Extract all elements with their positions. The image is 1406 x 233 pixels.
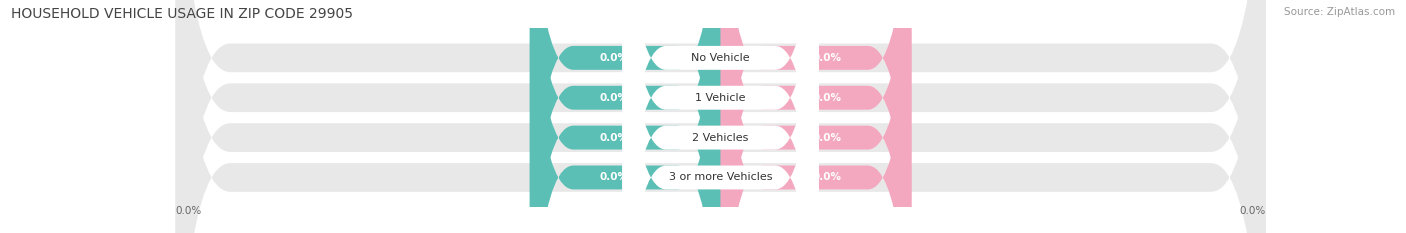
FancyBboxPatch shape bbox=[721, 0, 911, 233]
FancyBboxPatch shape bbox=[623, 0, 818, 233]
Text: 1 Vehicle: 1 Vehicle bbox=[696, 93, 745, 103]
Text: 3 or more Vehicles: 3 or more Vehicles bbox=[669, 172, 772, 182]
FancyBboxPatch shape bbox=[623, 0, 818, 233]
Text: 0.0%: 0.0% bbox=[1239, 206, 1265, 216]
FancyBboxPatch shape bbox=[530, 0, 721, 233]
FancyBboxPatch shape bbox=[176, 0, 1265, 233]
Text: 0.0%: 0.0% bbox=[813, 133, 841, 143]
Text: 0.0%: 0.0% bbox=[600, 53, 628, 63]
FancyBboxPatch shape bbox=[530, 0, 721, 233]
Text: 0.0%: 0.0% bbox=[600, 133, 628, 143]
FancyBboxPatch shape bbox=[721, 0, 911, 233]
FancyBboxPatch shape bbox=[176, 0, 1265, 233]
FancyBboxPatch shape bbox=[176, 0, 1265, 233]
FancyBboxPatch shape bbox=[623, 0, 818, 233]
Text: HOUSEHOLD VEHICLE USAGE IN ZIP CODE 29905: HOUSEHOLD VEHICLE USAGE IN ZIP CODE 2990… bbox=[11, 7, 353, 21]
FancyBboxPatch shape bbox=[623, 0, 818, 233]
FancyBboxPatch shape bbox=[721, 0, 911, 233]
Text: 0.0%: 0.0% bbox=[813, 53, 841, 63]
Text: Source: ZipAtlas.com: Source: ZipAtlas.com bbox=[1284, 7, 1395, 17]
FancyBboxPatch shape bbox=[530, 0, 721, 233]
Text: 0.0%: 0.0% bbox=[600, 93, 628, 103]
Text: 0.0%: 0.0% bbox=[813, 172, 841, 182]
Text: 0.0%: 0.0% bbox=[813, 93, 841, 103]
Text: No Vehicle: No Vehicle bbox=[692, 53, 749, 63]
Text: 2 Vehicles: 2 Vehicles bbox=[692, 133, 749, 143]
Text: 0.0%: 0.0% bbox=[176, 206, 202, 216]
Text: 0.0%: 0.0% bbox=[600, 172, 628, 182]
FancyBboxPatch shape bbox=[721, 0, 911, 233]
FancyBboxPatch shape bbox=[530, 0, 721, 233]
FancyBboxPatch shape bbox=[176, 0, 1265, 233]
